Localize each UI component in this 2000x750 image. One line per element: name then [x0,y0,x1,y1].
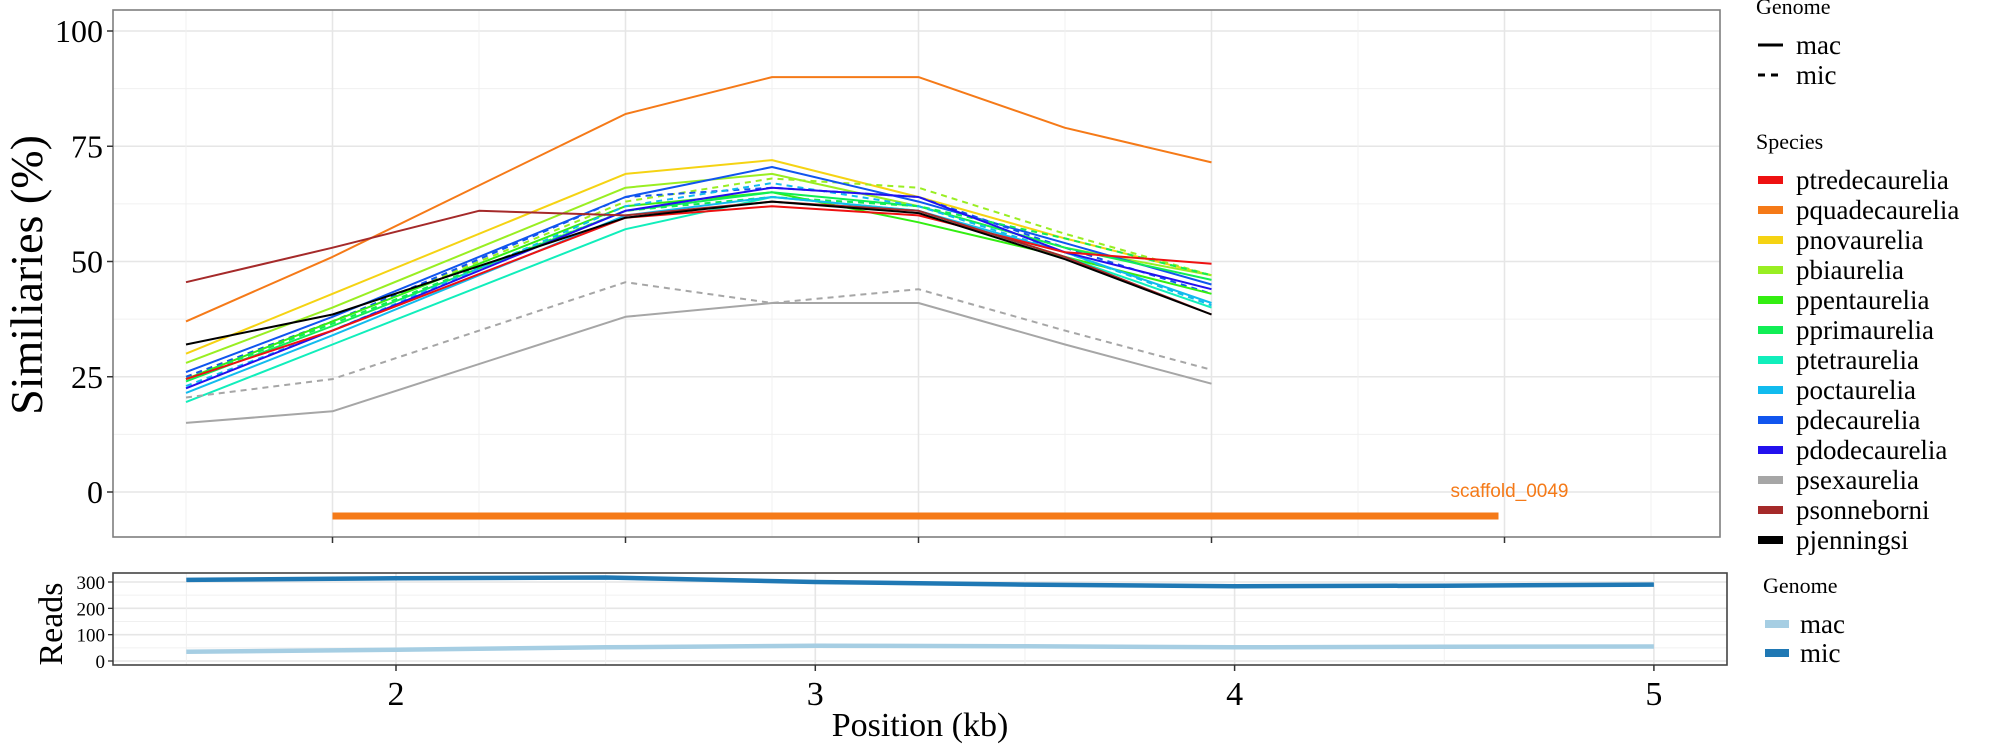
y-tick-label: 100 [77,626,106,647]
legend-swatch-ppentaurelia [1758,296,1783,304]
reads-series-lines [186,575,1654,655]
legend-swatch-mic [1765,649,1789,657]
legend-label-mac: mac [1800,609,1845,639]
species-legend-title: Species [1756,129,1823,154]
x-tick-label: 2 [388,676,405,713]
similarity-panel: scaffold_0049 0 25 50 75 100 Similiaries (%) [1,9,1721,543]
reads-legend-title: Genome [1763,573,1838,598]
scaffold-label: scaffold_0049 [1451,481,1569,502]
series-line-psexaurelia-mic [185,281,1212,399]
legend-swatch-pjenningsi [1758,536,1783,544]
y-tick-label: 200 [77,599,106,620]
legend-swatch-mac [1765,620,1789,628]
legend-swatch-pdecaurelia [1758,416,1783,424]
reads-panel-border [112,572,1728,666]
reads-y-axis: 0 100 200 300 [77,573,113,673]
legend-swatch-ptetraurelia [1758,356,1783,364]
legend-label-ppentaurelia: ppentaurelia [1796,285,1929,315]
legend-label-psexaurelia: psexaurelia [1796,465,1919,495]
legend-label-pbiaurelia: pbiaurelia [1796,255,1904,285]
series-line-pquadecaurelia-mac [185,76,1212,323]
x-tick-label: 3 [807,676,824,713]
reads-panel: 0 100 200 300 2 3 4 5 Reads Position (kb) [33,572,1728,744]
y-tick-label: 25 [71,359,103,395]
legend-label-mic: mic [1796,60,1837,90]
x-tick-label: 4 [1226,676,1243,713]
similarity-panel-border [112,9,1721,538]
legend-swatch-psonneborni [1758,506,1783,514]
y-tick-label: 50 [71,244,103,280]
similarity-x-ticks [331,537,1506,543]
legend-swatch-pnovaurelia [1758,236,1783,244]
legend-swatch-pbiaurelia [1758,266,1783,274]
y-tick-label: 0 [87,474,103,510]
legend-swatch-poctaurelia [1758,386,1783,394]
legend-label-pnovaurelia: pnovaurelia [1796,225,1923,255]
y-tick-label: 75 [71,128,103,164]
reads-line-mac [186,643,1654,655]
legend-label-poctaurelia: poctaurelia [1796,375,1916,405]
y-tick-label: 300 [77,573,106,594]
similarity-y-axis-label: Similiaries (%) [1,135,52,415]
legend-swatch-pdodecaurelia [1758,446,1783,454]
y-tick-label: 0 [96,652,106,673]
similarity-gridlines [113,10,1720,537]
legend-label-pprimaurelia: pprimaurelia [1796,315,1934,345]
reads-x-axis: 2 3 4 5 [388,665,1662,713]
reads-line-mic [186,575,1654,589]
legend-swatch-pprimaurelia [1758,326,1783,334]
legend-swatch-ptredecaurelia [1758,176,1783,184]
series-line-pdecaurelia-mac [185,166,1212,374]
similarity-series-lines [185,76,1212,424]
legend-label-ptetraurelia: ptetraurelia [1796,345,1919,375]
legend-label-pdodecaurelia: pdodecaurelia [1796,435,1947,465]
reads-y-axis-label: Reads [33,582,70,665]
series-line-ptredecaurelia-mac [185,205,1212,381]
legend-swatch-pquadecaurelia [1758,206,1783,214]
species-legend: Species ptredecaureliapquadecaureliapnov… [1756,129,1959,555]
y-tick-label: 100 [55,13,103,49]
legend-label-pdecaurelia: pdecaurelia [1796,405,1920,435]
series-line-psonneborni-mac [185,200,1212,316]
x-axis-label: Position (kb) [832,707,1009,744]
scaffold-annotation: scaffold_0049 [332,481,1569,520]
legend-label-mac: mac [1796,30,1841,60]
legend-label-pjenningsi: pjenningsi [1796,525,1909,555]
legend-swatch-psexaurelia [1758,476,1783,484]
legend-label-mic: mic [1800,638,1841,668]
genome-legend-title: Genome [1756,0,1831,19]
series-line-pjenningsi-mac [185,200,1212,346]
similarity-y-axis: 0 25 50 75 100 [55,13,113,510]
series-line-pprimaurelia-mac [185,191,1212,383]
legend-label-ptredecaurelia: ptredecaurelia [1796,165,1949,195]
legend-label-pquadecaurelia: pquadecaurelia [1796,195,1959,225]
x-tick-label: 5 [1645,676,1662,713]
legend-label-psonneborni: psonneborni [1796,495,1929,525]
series-line-psexaurelia-mac [185,302,1212,424]
